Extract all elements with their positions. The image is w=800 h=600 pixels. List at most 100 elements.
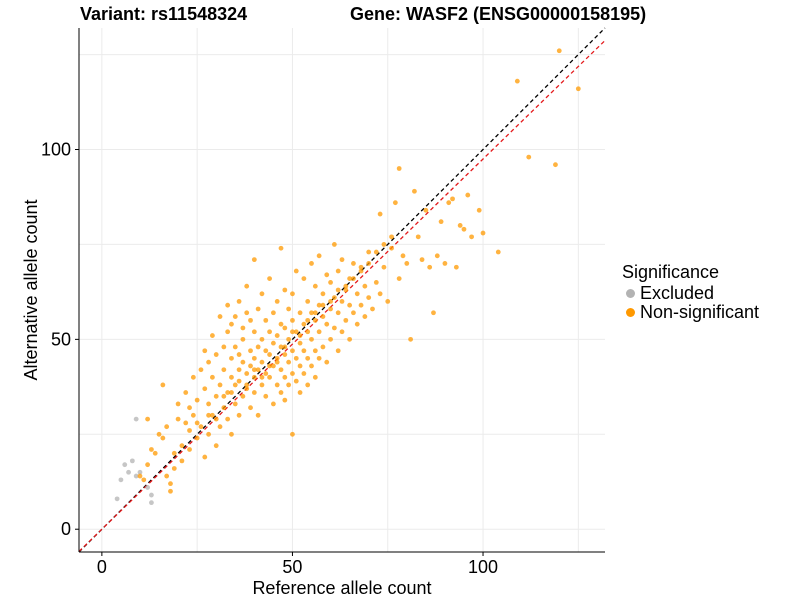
axes: 0 50 100 0 50 100 bbox=[41, 28, 605, 577]
point-non-significant bbox=[495, 249, 501, 255]
point-non-significant bbox=[297, 390, 303, 395]
point-non-significant bbox=[312, 283, 318, 289]
point-non-significant bbox=[255, 367, 261, 373]
point-non-significant bbox=[278, 344, 284, 350]
point-non-significant bbox=[442, 261, 448, 266]
point-non-significant bbox=[221, 367, 227, 373]
point-non-significant bbox=[320, 344, 326, 350]
point-non-significant bbox=[305, 329, 311, 335]
point-non-significant bbox=[461, 226, 467, 232]
reference-line-identity bbox=[78, 27, 606, 553]
point-non-significant bbox=[194, 435, 200, 441]
point-non-significant bbox=[156, 431, 162, 437]
point-non-significant bbox=[202, 348, 208, 354]
point-non-significant bbox=[145, 416, 151, 422]
point-non-significant bbox=[305, 298, 311, 304]
point-non-significant bbox=[164, 473, 170, 479]
point-non-significant bbox=[347, 276, 353, 282]
x-tick-label: 50 bbox=[282, 557, 302, 577]
point-non-significant bbox=[438, 219, 444, 225]
point-non-significant bbox=[575, 86, 581, 92]
point-non-significant bbox=[267, 363, 272, 369]
point-non-significant bbox=[366, 261, 372, 266]
point-non-significant bbox=[331, 325, 337, 331]
point-non-significant bbox=[171, 466, 177, 471]
point-non-significant bbox=[168, 488, 173, 494]
point-non-significant bbox=[301, 321, 307, 327]
point-non-significant bbox=[453, 264, 459, 270]
point-non-significant bbox=[328, 336, 333, 342]
point-non-significant bbox=[389, 234, 394, 240]
point-non-significant bbox=[255, 306, 261, 312]
point-non-significant bbox=[183, 390, 189, 395]
point-non-significant bbox=[244, 310, 250, 316]
point-non-significant bbox=[301, 276, 307, 282]
point-non-significant bbox=[335, 348, 341, 354]
point-excluded bbox=[122, 462, 128, 468]
point-non-significant bbox=[320, 291, 326, 297]
point-non-significant bbox=[282, 397, 288, 403]
point-non-significant bbox=[312, 310, 318, 316]
point-non-significant bbox=[225, 329, 231, 335]
point-non-significant bbox=[404, 261, 410, 266]
point-non-significant bbox=[210, 412, 215, 418]
point-non-significant bbox=[286, 382, 292, 388]
point-non-significant bbox=[316, 302, 322, 308]
point-non-significant bbox=[316, 253, 322, 259]
point-non-significant bbox=[335, 310, 341, 316]
point-non-significant bbox=[290, 371, 295, 376]
point-non-significant bbox=[335, 287, 341, 293]
point-non-significant bbox=[160, 435, 166, 441]
point-non-significant bbox=[320, 302, 326, 308]
point-non-significant bbox=[324, 272, 330, 278]
point-non-significant bbox=[286, 359, 292, 365]
point-non-significant bbox=[297, 363, 303, 369]
point-non-significant bbox=[175, 416, 181, 422]
point-non-significant bbox=[377, 291, 383, 297]
point-non-significant bbox=[354, 291, 360, 297]
point-non-significant bbox=[339, 329, 345, 335]
point-non-significant bbox=[450, 196, 455, 202]
point-non-significant bbox=[240, 359, 246, 365]
point-non-significant bbox=[187, 428, 192, 433]
point-non-significant bbox=[274, 359, 280, 365]
point-non-significant bbox=[358, 268, 364, 274]
legend-key-excluded bbox=[626, 289, 635, 298]
point-non-significant bbox=[183, 420, 189, 426]
point-non-significant bbox=[305, 355, 311, 361]
point-non-significant bbox=[290, 348, 295, 354]
point-excluded bbox=[137, 469, 143, 475]
point-non-significant bbox=[267, 329, 272, 335]
point-excluded bbox=[149, 492, 154, 498]
point-non-significant bbox=[415, 234, 421, 240]
point-excluded bbox=[149, 500, 154, 506]
point-non-significant bbox=[347, 302, 353, 308]
point-non-significant bbox=[190, 412, 196, 418]
point-excluded bbox=[129, 458, 135, 464]
grid bbox=[79, 28, 605, 552]
y-axis-label: Alternative allele count bbox=[21, 199, 41, 380]
legend-item-non-significant: Non-significant bbox=[622, 302, 759, 322]
point-non-significant bbox=[168, 481, 173, 487]
point-non-significant bbox=[423, 207, 429, 213]
point-non-significant bbox=[267, 276, 272, 282]
point-non-significant bbox=[282, 352, 288, 357]
point-non-significant bbox=[259, 336, 265, 342]
point-non-significant bbox=[358, 264, 364, 270]
point-non-significant bbox=[221, 344, 227, 350]
point-excluded bbox=[145, 485, 151, 490]
point-non-significant bbox=[171, 450, 177, 456]
point-non-significant bbox=[229, 374, 234, 380]
point-non-significant bbox=[213, 443, 219, 449]
point-non-significant bbox=[251, 329, 257, 335]
point-non-significant bbox=[328, 298, 333, 304]
point-non-significant bbox=[198, 424, 204, 430]
point-non-significant bbox=[278, 367, 284, 373]
point-non-significant bbox=[259, 374, 265, 380]
point-non-significant bbox=[286, 306, 292, 312]
point-non-significant bbox=[351, 276, 356, 282]
point-non-significant bbox=[385, 298, 391, 304]
point-non-significant bbox=[179, 443, 185, 449]
point-non-significant bbox=[232, 344, 238, 350]
